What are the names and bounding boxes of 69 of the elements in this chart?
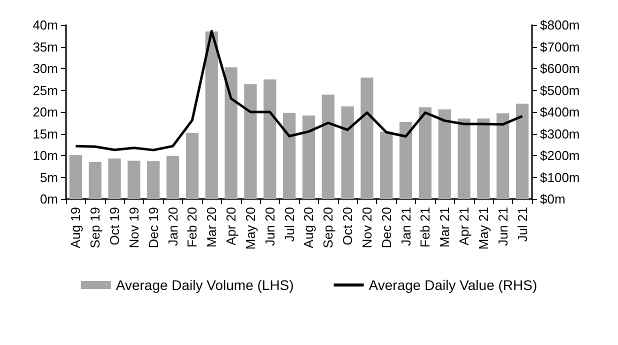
line-series [74,30,524,152]
y-tick-label: 30m [32,61,58,76]
x-tick-label: Dec 19 [146,207,161,248]
x-tick-label: Jun 20 [262,207,278,246]
x-tick-label: Feb 20 [184,207,200,248]
bar [147,161,160,199]
y2-tick-label: $700m [540,39,580,54]
bar [108,158,121,199]
y2-tick-label: $500m [540,82,580,98]
bar [399,122,412,199]
bar [341,106,354,199]
bar [496,113,510,199]
y2-tick-label: $400m [540,104,580,120]
bar [282,112,296,199]
y-tick-label: 15m [32,126,58,142]
x-tick-label: Jul 20 [282,207,297,242]
x-tick-label: Nov 19 [126,207,142,248]
x-tick-label: Dec 20 [378,207,394,248]
bar [205,32,218,199]
x-tick-label: Jun 21 [495,207,510,246]
x-tick-label: Aug 20 [301,207,316,248]
x-tick-label: Nov 20 [359,207,374,248]
x-tick-label: Jan 20 [165,207,180,246]
legend-label: Average Daily Volume (LHS) [116,277,294,293]
x-tick-label: Feb 21 [418,207,433,248]
bar [69,155,82,199]
x-tick-label: May 20 [242,207,258,250]
bar [360,78,374,199]
bar [438,109,451,199]
bar [88,162,102,199]
y2-tick-label: $0m [540,192,566,206]
bar [477,118,490,199]
x-tick-label: Jul 21 [514,207,530,242]
y-tick-label: 40m [32,18,58,32]
bar [418,107,432,199]
bar [128,160,140,199]
y-tick-label: 10m [32,148,58,163]
bar [458,118,470,199]
y-tick-label: 35m [32,39,58,54]
x-tick-label: Mar 20 [204,207,220,248]
bar [302,115,316,199]
bar [380,132,393,199]
y2-tick-label: $300m [540,126,580,142]
x-tick-label: Aug 19 [68,207,84,248]
x-tick-label: May 21 [476,207,491,250]
bar [322,94,334,199]
bar [516,104,529,199]
y-tick-label: 0m [40,192,58,206]
x-tick-label: Oct 20 [340,207,356,246]
y2-tick-label: $100m [540,170,580,185]
y2-tick-label: $600m [540,61,580,76]
bar [166,156,180,199]
y-tick-label: 20m [32,104,58,120]
x-tick-label: Apr 21 [456,207,472,246]
y-tick-label: 25m [32,82,58,98]
x-tick-label: Sep 20 [320,207,336,248]
bar [186,132,199,199]
y2-tick-label: $800m [540,18,580,32]
x-tick-label: Oct 19 [107,207,122,246]
x-tick-label: Jan 21 [398,207,414,246]
bar [244,84,257,199]
x-tick-label: Sep 19 [88,207,103,248]
bar [224,67,238,199]
x-tick-label: Apr 20 [224,207,239,246]
x-tick-label: Mar 21 [437,207,452,248]
bar [264,79,276,199]
legend-label: Average Daily Value (RHS) [368,277,538,293]
y-tick-label: 5m [40,170,58,185]
y2-tick-label: $200m [540,148,580,163]
